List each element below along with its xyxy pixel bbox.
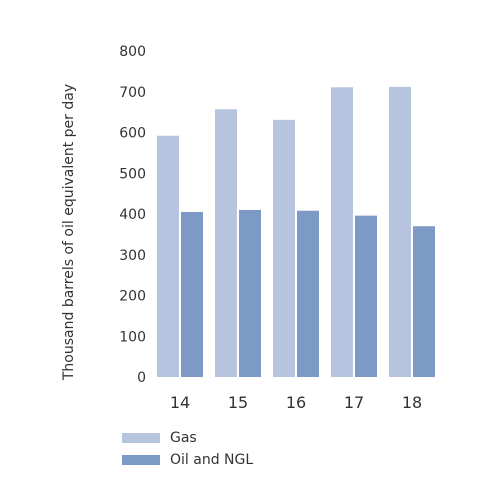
bar-oil-and-ngl-14 — [181, 211, 203, 377]
x-axis-ticks: 14 15 16 17 18 — [170, 393, 422, 412]
y-tick-label: 600 — [119, 126, 146, 142]
legend-swatch-gas — [122, 433, 160, 443]
y-axis-ticks: 0 100 200 300 400 500 600 700 800 — [119, 44, 146, 386]
legend-item-oil-and-ngl: Oil and NGL — [122, 450, 253, 470]
legend-item-gas: Gas — [122, 428, 253, 448]
y-tick-label: 500 — [119, 166, 146, 182]
legend-swatch-oil-and-ngl — [122, 455, 160, 465]
x-tick-label: 15 — [228, 393, 248, 412]
x-tick-label: 14 — [170, 393, 190, 412]
bar-gas-14 — [157, 135, 179, 377]
x-tick-label: 18 — [402, 393, 422, 412]
bars — [157, 86, 435, 378]
x-tick-label: 16 — [286, 393, 306, 412]
bar-oil-and-ngl-16 — [297, 210, 319, 377]
bar-oil-and-ngl-18 — [413, 226, 435, 377]
bar-oil-and-ngl-17 — [355, 215, 377, 377]
y-tick-label: 800 — [119, 44, 146, 60]
legend: Gas Oil and NGL — [122, 428, 253, 472]
y-tick-label: 200 — [119, 289, 146, 305]
x-tick-label: 17 — [344, 393, 364, 412]
y-tick-label: 0 — [137, 370, 146, 386]
legend-label-gas: Gas — [170, 430, 197, 446]
bar-gas-17 — [331, 87, 353, 377]
bar-oil-and-ngl-15 — [239, 209, 261, 377]
y-tick-label: 400 — [119, 207, 146, 223]
y-tick-label: 300 — [119, 248, 146, 264]
bar-gas-15 — [215, 109, 237, 378]
y-axis-label: Thousand barrels of oil equivalent per d… — [61, 84, 77, 381]
bar-gas-16 — [273, 119, 295, 378]
bar-gas-18 — [389, 86, 411, 378]
y-tick-label: 100 — [119, 329, 146, 345]
legend-label-oil-and-ngl: Oil and NGL — [170, 452, 254, 468]
y-tick-label: 700 — [119, 85, 146, 101]
